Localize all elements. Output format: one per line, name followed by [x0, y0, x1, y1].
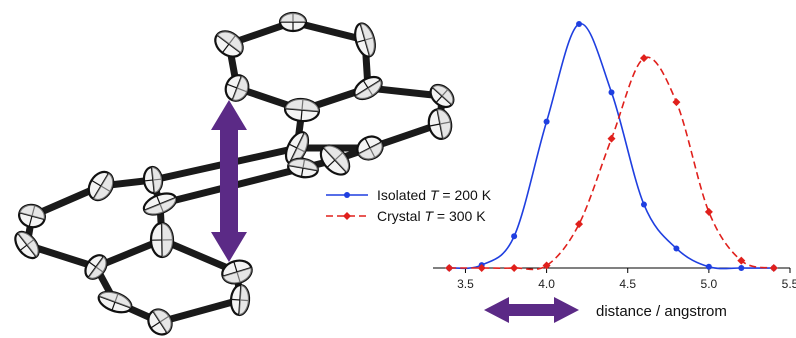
atom-ellipsoid-0 — [278, 11, 308, 33]
legend-item-isolated: Isolated T = 200 K — [326, 187, 492, 203]
legend-label-crystal: Crystal T = 300 K — [377, 208, 486, 224]
legend-swatch-marker — [344, 192, 350, 198]
data-point-isolated — [543, 118, 550, 125]
data-point-isolated — [511, 233, 518, 240]
bond-26 — [156, 296, 244, 326]
x-tick-label: 5.5 — [782, 277, 796, 291]
atom-ellipsoid-12 — [142, 165, 164, 195]
series-layer — [445, 21, 778, 272]
x-tick-label: 5.0 — [701, 277, 718, 291]
x-tick-label: 3.5 — [457, 277, 474, 291]
x-axis-label: distance / angstrom — [596, 303, 727, 320]
data-point-crystal — [769, 264, 778, 272]
data-point-crystal — [542, 261, 551, 270]
distance-distribution-chart: 3.5 4.0 4.5 5.0 5.5 distance / angstrom Isol… — [326, 21, 796, 320]
data-point-crystal — [477, 264, 486, 272]
atom-ellipsoid-14 — [142, 192, 178, 216]
legend-label-isolated: Isolated T = 200 K — [377, 187, 492, 203]
atom-ellipsoid-22 — [229, 283, 251, 317]
series-crystal — [445, 54, 778, 272]
atom-ellipsoid-18 — [84, 254, 108, 280]
atom-ellipsoid-10 — [287, 157, 319, 179]
series-line-isolated — [449, 23, 774, 270]
data-point-isolated — [738, 265, 745, 271]
atom-ellipsoid-19 — [221, 259, 253, 285]
data-point-isolated — [673, 245, 680, 252]
data-point-crystal — [704, 207, 713, 216]
atom-ellipsoid-4 — [353, 75, 383, 101]
atom-ellipsoid-7 — [427, 108, 453, 140]
x-tick-label: 4.5 — [619, 277, 636, 291]
atom-ellipsoid-3 — [224, 74, 250, 102]
atom-ellipsoid-9 — [356, 135, 384, 161]
data-point-isolated — [640, 201, 647, 208]
vertical-double-arrow-icon — [211, 100, 247, 262]
data-point-crystal — [607, 134, 616, 143]
legend-swatch-marker — [343, 212, 351, 220]
data-point-crystal — [575, 220, 584, 229]
legend: Isolated T = 200 K Crystal T = 300 K — [326, 187, 492, 224]
atom-ellipsoid-11 — [319, 144, 351, 176]
data-point-crystal — [672, 98, 681, 107]
data-point-crystal — [510, 264, 519, 272]
data-point-crystal — [445, 264, 454, 272]
crystal-structure-ortep-icon — [14, 11, 455, 336]
atom-ellipsoid-13 — [87, 170, 115, 202]
series-isolated — [446, 21, 777, 271]
atom-ellipsoid-6 — [429, 83, 455, 109]
data-point-isolated — [705, 263, 712, 270]
data-point-isolated — [608, 89, 615, 96]
atom-ellipsoid-2 — [354, 22, 376, 58]
atom-ellipsoid-15 — [18, 203, 46, 229]
atom-ellipsoid-17 — [149, 221, 175, 259]
x-tick-label: 4.0 — [538, 277, 555, 291]
atoms — [14, 11, 455, 336]
atom-ellipsoid-16 — [14, 230, 40, 260]
legend-item-crystal: Crystal T = 300 K — [326, 208, 486, 224]
atom-ellipsoid-21 — [147, 308, 173, 336]
x-axis-ticks: 3.5 4.0 4.5 5.0 5.5 — [457, 268, 796, 291]
series-line-crystal — [449, 56, 774, 271]
data-point-crystal — [737, 256, 746, 265]
data-point-isolated — [576, 21, 583, 27]
atom-ellipsoid-1 — [214, 30, 244, 58]
data-point-crystal — [639, 54, 648, 63]
atom-ellipsoid-5 — [283, 97, 321, 123]
horizontal-double-arrow-icon — [484, 297, 579, 323]
atom-ellipsoid-8 — [284, 131, 310, 165]
atom-ellipsoid-20 — [97, 290, 133, 314]
